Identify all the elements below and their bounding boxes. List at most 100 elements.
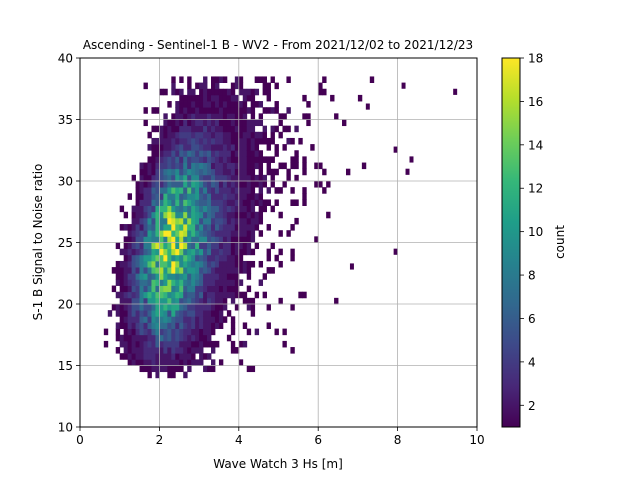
histogram-cell <box>183 310 188 317</box>
histogram-cell <box>222 125 228 133</box>
histogram-cell <box>214 297 220 305</box>
histogram-cell <box>238 137 244 145</box>
histogram-cell <box>155 297 160 305</box>
histogram-cell <box>115 347 121 354</box>
histogram-cell <box>270 181 275 188</box>
histogram-cell <box>250 131 256 139</box>
histogram-cell <box>226 199 232 206</box>
histogram-cell <box>211 168 216 176</box>
histogram-cell <box>147 322 152 329</box>
histogram-cell <box>203 279 208 286</box>
histogram-cell <box>262 156 267 163</box>
histogram-cell <box>191 291 196 299</box>
histogram-cell <box>222 205 228 213</box>
histogram-cell <box>179 211 184 219</box>
histogram-cell <box>242 297 248 305</box>
histogram-cell <box>211 193 216 200</box>
histogram-cell <box>238 230 244 237</box>
histogram-cell <box>274 82 279 90</box>
histogram-cell <box>230 193 236 200</box>
histogram-cell <box>127 359 133 366</box>
histogram-cell <box>139 285 144 293</box>
histogram-cell <box>230 322 236 329</box>
histogram-cell <box>115 304 121 311</box>
histogram-cell <box>171 353 176 360</box>
histogram-cell <box>262 131 267 139</box>
histogram-cell <box>211 174 216 182</box>
histogram-cell <box>163 254 168 262</box>
histogram-cell <box>163 193 168 200</box>
histogram-cell <box>195 236 200 243</box>
histogram-cell <box>179 347 184 354</box>
histogram-cell <box>242 340 248 348</box>
histogram-cell <box>147 187 152 194</box>
histogram-cell <box>242 291 248 299</box>
histogram-cell <box>334 297 339 305</box>
histogram-cell <box>218 181 224 188</box>
histogram-cell <box>163 168 168 176</box>
histogram-cell <box>151 365 156 373</box>
histogram-cell <box>254 242 260 250</box>
histogram-cell <box>242 131 248 139</box>
histogram-cell <box>203 162 208 170</box>
histogram-cell <box>147 304 152 311</box>
histogram-cell <box>222 76 228 83</box>
histogram-cell <box>214 181 220 188</box>
histogram-cell <box>159 144 164 151</box>
histogram-cell <box>179 101 184 108</box>
histogram-cell <box>155 211 160 219</box>
histogram-cell <box>246 150 252 157</box>
histogram-cell <box>147 224 152 231</box>
histogram-cell <box>183 107 188 114</box>
histogram-cell <box>254 137 260 145</box>
histogram-cell <box>250 310 256 317</box>
histogram-cell <box>159 224 164 231</box>
histogram-cell <box>187 285 192 293</box>
histogram-cell <box>195 107 200 114</box>
histogram-cell <box>195 168 200 176</box>
histogram-cell <box>203 131 208 139</box>
histogram-cell <box>226 236 232 243</box>
histogram-cell <box>147 174 152 182</box>
histogram-cell <box>214 113 220 120</box>
histogram-cell <box>218 304 224 311</box>
histogram-cell <box>242 113 248 120</box>
histogram-cell <box>139 365 144 373</box>
histogram-cell <box>246 365 252 373</box>
histogram-cell <box>195 254 200 262</box>
histogram-cell <box>175 113 180 120</box>
histogram-cell <box>250 217 256 225</box>
histogram-cell <box>222 285 228 293</box>
histogram-cell <box>226 205 232 213</box>
histogram-cell <box>147 273 152 280</box>
histogram-cell <box>191 236 196 243</box>
histogram-cell <box>214 273 220 280</box>
histogram-cell <box>155 168 160 176</box>
y-tick-label: 10 <box>58 421 73 435</box>
histogram-cell <box>203 156 208 163</box>
histogram-cell <box>115 291 121 299</box>
histogram-cell <box>226 113 232 120</box>
histogram-cell <box>274 199 279 206</box>
histogram-cell <box>258 211 264 219</box>
histogram-cell <box>230 113 236 120</box>
histogram-cell <box>211 107 216 114</box>
histogram-cell <box>143 174 148 182</box>
histogram-cell <box>199 285 204 293</box>
histogram-cell <box>207 168 212 176</box>
histogram-cell <box>179 187 184 194</box>
histogram-cell <box>179 199 184 206</box>
histogram-cell <box>179 76 184 83</box>
histogram-cell <box>238 359 244 366</box>
histogram-cell <box>183 316 188 323</box>
histogram-cell <box>246 328 252 336</box>
histogram-cell <box>226 291 232 299</box>
histogram-cell <box>230 340 236 348</box>
histogram-cell <box>222 88 228 96</box>
histogram-cell <box>207 211 212 219</box>
histogram-cell <box>187 334 192 342</box>
histogram-cell <box>195 224 200 231</box>
histogram-cell <box>171 316 176 323</box>
histogram-cell <box>183 113 188 120</box>
histogram-cell <box>139 242 144 250</box>
